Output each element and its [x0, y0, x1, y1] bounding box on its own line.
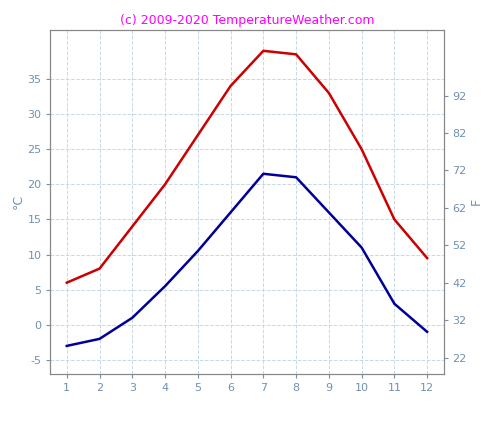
Title: (c) 2009-2020 TemperatureWeather.com: (c) 2009-2020 TemperatureWeather.com	[120, 14, 374, 27]
Y-axis label: F: F	[470, 198, 482, 205]
Y-axis label: °C: °C	[12, 194, 25, 210]
